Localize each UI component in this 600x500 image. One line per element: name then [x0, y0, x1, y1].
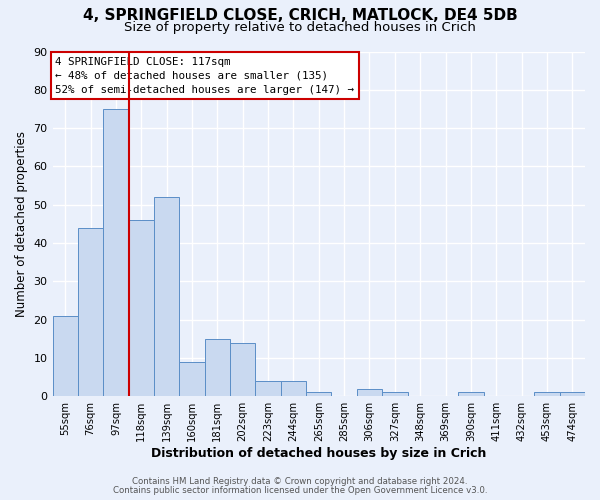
Bar: [154, 197, 179, 396]
X-axis label: Distribution of detached houses by size in Crich: Distribution of detached houses by size …: [151, 447, 487, 460]
Bar: [534, 392, 560, 396]
Text: Contains HM Land Registry data © Crown copyright and database right 2024.: Contains HM Land Registry data © Crown c…: [132, 477, 468, 486]
Text: Size of property relative to detached houses in Crich: Size of property relative to detached ho…: [124, 21, 476, 34]
Y-axis label: Number of detached properties: Number of detached properties: [15, 131, 28, 317]
Bar: [230, 342, 256, 396]
Bar: [281, 381, 306, 396]
Bar: [357, 388, 382, 396]
Bar: [458, 392, 484, 396]
Bar: [205, 339, 230, 396]
Bar: [560, 392, 585, 396]
Text: 4 SPRINGFIELD CLOSE: 117sqm
← 48% of detached houses are smaller (135)
52% of se: 4 SPRINGFIELD CLOSE: 117sqm ← 48% of det…: [55, 56, 354, 94]
Bar: [103, 109, 128, 396]
Bar: [382, 392, 407, 396]
Bar: [53, 316, 78, 396]
Bar: [128, 220, 154, 396]
Bar: [179, 362, 205, 396]
Bar: [78, 228, 103, 396]
Bar: [306, 392, 331, 396]
Text: Contains public sector information licensed under the Open Government Licence v3: Contains public sector information licen…: [113, 486, 487, 495]
Bar: [256, 381, 281, 396]
Text: 4, SPRINGFIELD CLOSE, CRICH, MATLOCK, DE4 5DB: 4, SPRINGFIELD CLOSE, CRICH, MATLOCK, DE…: [83, 8, 517, 22]
